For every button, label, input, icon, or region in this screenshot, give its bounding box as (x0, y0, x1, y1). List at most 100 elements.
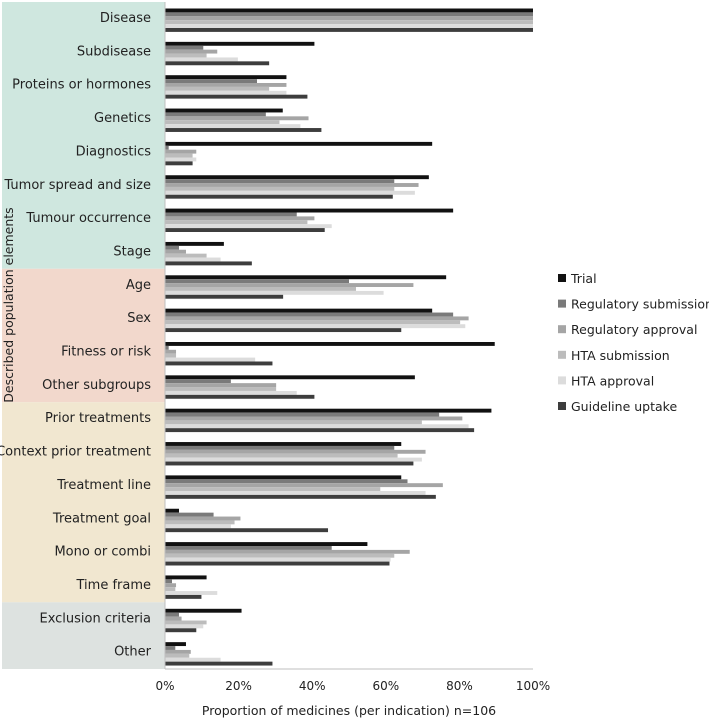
legend-label-guideline-uptake: Guideline uptake (571, 399, 677, 414)
bar-genetics-trial (165, 108, 283, 113)
bar-mono-or-combi-trial (165, 542, 368, 546)
bar-exclusion-criteria-regulatory-approval (165, 616, 182, 621)
category-label-sex: Sex (127, 311, 151, 326)
bar-other-subgroups-regulatory-approval (165, 383, 277, 388)
bar-other-subgroups-hta-approval (165, 390, 297, 395)
bar-other-subgroups-regulatory-submission (165, 379, 231, 384)
legend-label-hta-submission: HTA submission (571, 348, 670, 363)
bar-treatment-goal-guideline-uptake (165, 528, 329, 533)
legend-swatch-hta-approval (558, 376, 566, 385)
category-label-mono-or-combi: Mono or combi (54, 545, 151, 560)
bar-tumor-spread-and-size-guideline-uptake (165, 194, 393, 199)
bar-sex-trial (165, 308, 433, 313)
bar-stage-hta-submission (165, 253, 207, 258)
x-tick-label: 40% (299, 679, 326, 693)
bar-context-prior-treatment-regulatory-submission (165, 445, 395, 450)
y-axis-title: Described population elements (1, 207, 16, 402)
bar-disease-hta-submission (165, 20, 533, 25)
bar-exclusion-criteria-hta-approval (165, 624, 204, 629)
x-tick-label: 0% (155, 679, 174, 693)
bar-tumour-occurrence-hta-submission (165, 220, 308, 225)
x-axis-title: Proportion of medicines (per indication)… (202, 703, 496, 718)
bar-disease-hta-approval (165, 24, 533, 28)
bar-other-guideline-uptake (165, 661, 273, 666)
bar-subdisease-trial (165, 41, 315, 46)
x-tick-label: 60% (372, 679, 399, 693)
legend: Trial Regulatory submission Regulatory app… (558, 271, 709, 414)
x-tick-label: 20% (225, 679, 252, 693)
bar-treatment-line-guideline-uptake (165, 494, 436, 499)
category-label-prior-treatments: Prior treatments (45, 411, 151, 426)
legend-label-regulatory-approval: Regulatory approval (571, 322, 697, 337)
bar-other-subgroups-guideline-uptake (165, 394, 315, 399)
bar-mono-or-combi-hta-submission (165, 553, 395, 558)
category-label-other-subgroups: Other subgroups (42, 378, 151, 393)
bar-other-subgroups-trial (165, 375, 415, 380)
bar-age-regulatory-approval (165, 283, 414, 287)
bar-mono-or-combi-regulatory-submission (165, 546, 332, 550)
bar-sex-hta-approval (165, 324, 466, 329)
category-label-age: Age (126, 278, 151, 293)
legend-label-trial: Trial (570, 271, 597, 286)
bar-prior-treatments-hta-submission (165, 420, 422, 425)
legend-swatch-guideline-uptake (558, 402, 566, 410)
bar-prior-treatments-trial (165, 408, 492, 413)
bar-exclusion-criteria-guideline-uptake (165, 628, 197, 633)
bar-other-subgroups-hta-submission (165, 387, 277, 391)
bar-stage-regulatory-submission (165, 245, 179, 250)
bar-age-guideline-uptake (165, 294, 284, 299)
bar-exclusion-criteria-hta-submission (165, 620, 207, 625)
bar-treatment-line-hta-approval (165, 491, 426, 495)
bar-disease-guideline-uptake (165, 28, 533, 32)
bar-stage-regulatory-approval (165, 249, 186, 254)
category-label-stage: Stage (113, 244, 151, 259)
bar-treatment-goal-hta-submission (165, 520, 235, 525)
bar-proteins-or-hormones-hta-approval (165, 90, 287, 95)
bar-treatment-line-regulatory-approval (165, 483, 443, 488)
category-label-tumor-spread-and-size: Tumor spread and size (3, 178, 151, 193)
legend-swatch-regulatory-approval (558, 325, 566, 334)
bar-treatment-goal-trial (165, 508, 179, 513)
bar-stage-trial (165, 241, 224, 246)
bar-mono-or-combi-hta-approval (165, 557, 391, 562)
legend-label-regulatory-submission: Regulatory submission (571, 297, 709, 312)
bar-tumor-spread-and-size-hta-approval (165, 190, 415, 195)
bar-tumour-occurrence-trial (165, 208, 454, 213)
bar-time-frame-hta-submission (165, 587, 176, 592)
bar-treatment-line-trial (165, 475, 402, 480)
category-label-context-prior-treatment: Context prior treatment (0, 445, 151, 460)
group-band-treatment (2, 402, 165, 603)
bar-genetics-regulatory-submission (165, 112, 266, 117)
bar-fitness-or-risk-regulatory-submission (165, 345, 169, 350)
bar-treatment-goal-hta-approval (165, 524, 231, 529)
category-label-exclusion-criteria: Exclusion criteria (39, 611, 151, 626)
category-label-treatment-goal: Treatment goal (52, 511, 151, 526)
bar-other-regulatory-approval (165, 649, 191, 654)
bar-diagnostics-regulatory-submission (165, 145, 169, 150)
bar-proteins-or-hormones-regulatory-submission (165, 79, 257, 83)
category-label-time-frame: Time frame (76, 578, 152, 593)
bar-genetics-hta-approval (165, 124, 301, 129)
category-label-diagnostics: Diagnostics (76, 144, 152, 159)
bar-age-hta-approval (165, 290, 384, 295)
bar-treatment-line-regulatory-submission (165, 479, 408, 484)
bar-fitness-or-risk-guideline-uptake (165, 361, 273, 366)
bar-exclusion-criteria-trial (165, 608, 242, 613)
bar-age-trial (165, 275, 447, 280)
bar-proteins-or-hormones-trial (165, 75, 287, 80)
category-group-bands (2, 2, 165, 669)
bar-other-trial (165, 642, 186, 647)
bar-context-prior-treatment-trial (165, 442, 402, 446)
category-label-disease: Disease (100, 11, 151, 26)
bar-context-prior-treatment-guideline-uptake (165, 461, 414, 466)
group-band-other (2, 602, 165, 669)
bar-tumor-spread-and-size-trial (165, 175, 429, 180)
bar-tumour-occurrence-regulatory-approval (165, 216, 315, 221)
bar-proteins-or-hormones-guideline-uptake (165, 94, 308, 99)
bar-tumor-spread-and-size-regulatory-submission (165, 179, 395, 184)
bar-prior-treatments-guideline-uptake (165, 428, 475, 433)
category-label-genetics: Genetics (94, 111, 151, 126)
bar-diagnostics-regulatory-approval (165, 149, 197, 154)
category-label-proteins-or-hormones: Proteins or hormones (12, 78, 151, 93)
category-labels: Disease Subdisease Proteins or hormones Gen… (0, 11, 152, 660)
